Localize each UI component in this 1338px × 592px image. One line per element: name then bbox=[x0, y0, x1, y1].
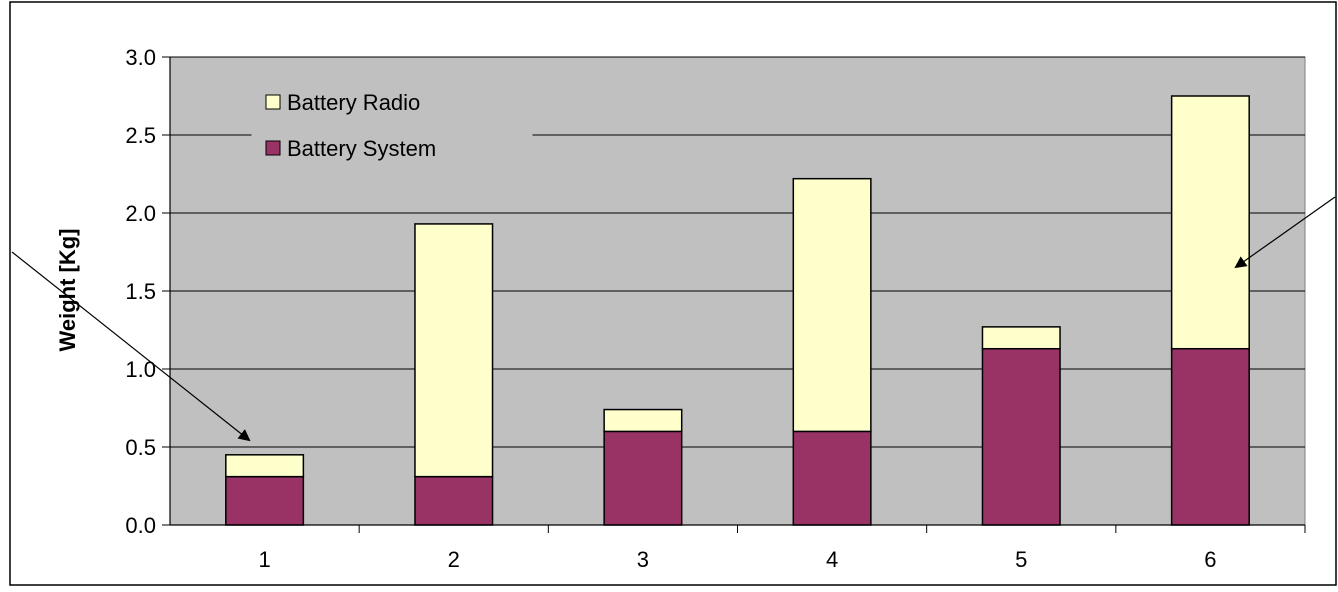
bar-battery-radio-6 bbox=[1170, 95, 1250, 350]
legend-box bbox=[251, 76, 533, 174]
y-tick-label: 3.0 bbox=[125, 45, 156, 70]
y-tick-labels: 0.0 0.5 1.0 1.5 2.0 2.5 3.0 bbox=[125, 45, 156, 538]
annotation-arrow-left bbox=[11, 251, 251, 442]
bars bbox=[225, 95, 1250, 526]
bar-battery-system-2 bbox=[414, 475, 494, 526]
legend-label-battery-system: Battery System bbox=[287, 136, 436, 161]
x-tick-label: 3 bbox=[637, 547, 649, 572]
y-tick-label: 1.0 bbox=[125, 357, 156, 382]
annotation-arrow-right bbox=[1234, 196, 1336, 269]
legend-swatch-battery-system bbox=[265, 140, 281, 156]
bar-battery-radio-4 bbox=[792, 177, 872, 433]
bar-battery-system-3 bbox=[603, 430, 683, 526]
x-tick-label: 2 bbox=[448, 547, 460, 572]
bar-battery-radio-2 bbox=[414, 223, 494, 478]
bar-battery-system-5 bbox=[981, 347, 1061, 526]
bar-battery-radio-1 bbox=[225, 454, 305, 478]
y-tick-label: 2.0 bbox=[125, 201, 156, 226]
y-axis-title: Weight [Kg] bbox=[55, 228, 80, 351]
x-tick-label: 4 bbox=[826, 547, 838, 572]
legend-label-battery-radio: Battery Radio bbox=[287, 90, 420, 115]
bar-battery-system-1 bbox=[225, 475, 305, 526]
bar-battery-radio-3 bbox=[603, 408, 683, 433]
legend: Battery Radio Battery System bbox=[251, 76, 533, 174]
bar-battery-system-4 bbox=[792, 430, 872, 526]
x-tick-labels: 1 2 3 4 5 6 bbox=[258, 547, 1216, 572]
legend-swatch-battery-radio bbox=[265, 94, 281, 110]
bar-battery-radio-5 bbox=[981, 326, 1061, 350]
axes bbox=[162, 56, 1306, 533]
y-tick-label: 0.0 bbox=[125, 513, 156, 538]
y-tick-label: 2.5 bbox=[125, 123, 156, 148]
bar-battery-system-6 bbox=[1170, 347, 1250, 526]
y-tick-label: 0.5 bbox=[125, 435, 156, 460]
x-tick-label: 1 bbox=[258, 547, 270, 572]
x-tick-label: 5 bbox=[1015, 547, 1027, 572]
x-tick-label: 6 bbox=[1204, 547, 1216, 572]
y-tick-label: 1.5 bbox=[125, 279, 156, 304]
